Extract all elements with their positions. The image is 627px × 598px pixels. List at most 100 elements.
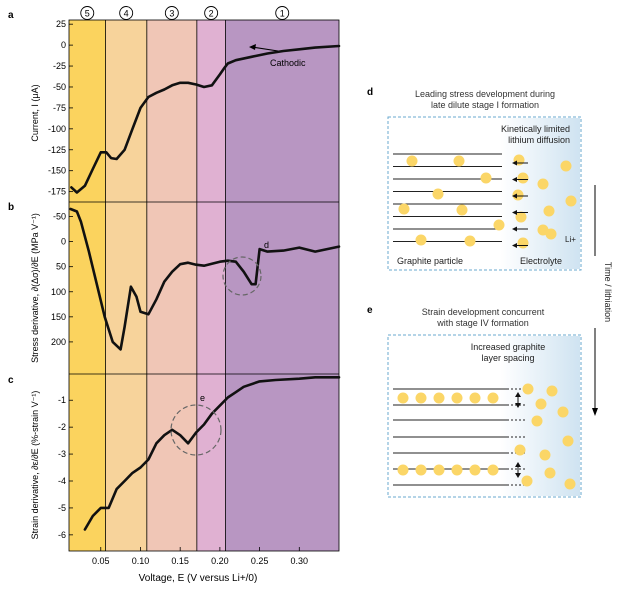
lithium-ion-d <box>415 234 427 246</box>
panel-label-b: b <box>8 202 14 213</box>
annotation-e: e <box>200 393 205 403</box>
lithium-ion-e <box>539 449 551 461</box>
schematic-e-graphite-layers <box>393 388 525 486</box>
schematic-d-title-line1: Leading stress development during <box>415 89 555 99</box>
schematic-e-inner-line2: layer spacing <box>481 353 534 363</box>
lithium-ion-e <box>433 392 445 404</box>
lithium-ion-d <box>398 203 410 215</box>
xtick-label: 0.20 <box>211 556 229 566</box>
schematic-d: d Leading stress development during late… <box>367 87 582 271</box>
voltage-region-bands <box>69 20 339 551</box>
schematic-e-title-line2: with stage IV formation <box>436 318 529 328</box>
diffusion-arrowhead-d <box>512 226 517 232</box>
region-number-5: 1 <box>280 9 285 19</box>
region-band-3 <box>146 20 197 551</box>
schematic-e-lithium-ions <box>397 383 576 490</box>
lithium-ion-d <box>512 189 524 201</box>
panel-label-d: d <box>367 87 373 98</box>
time-label-backing <box>588 256 602 328</box>
ytick-label-b: 200 <box>51 337 66 347</box>
lithium-ion-e <box>433 464 445 476</box>
lithium-ion-e <box>451 392 463 404</box>
schematic-d-li-label: Li+ <box>565 235 576 244</box>
ytick-label-a: 25 <box>56 19 66 29</box>
time-arrow-head <box>592 408 598 416</box>
region-band-4 <box>196 20 226 551</box>
xtick-label: 0.10 <box>132 556 150 566</box>
curve-panel-b <box>69 207 341 351</box>
lithium-ion-d <box>432 188 444 200</box>
region-number-3: 3 <box>169 9 174 19</box>
schematic-e-title-line1: Strain development concurrent <box>422 307 545 317</box>
spacing-arrowhead-up <box>515 392 521 397</box>
schematic-e-inner-line1: Increased graphite <box>471 342 546 352</box>
lithium-ion-d <box>493 219 505 231</box>
annotation-cathodic: Cathodic <box>270 58 306 68</box>
region-number-2: 4 <box>124 9 129 19</box>
spacing-arrowhead-down <box>515 403 521 408</box>
ytick-label-a: -25 <box>53 61 66 71</box>
lithium-ion-d <box>537 178 549 190</box>
lithium-ion-d <box>560 160 572 172</box>
lithium-ion-e <box>562 435 574 447</box>
lithium-ion-d <box>517 237 529 249</box>
ytick-label-a: -175 <box>48 187 66 197</box>
schematic-d-electrolyte-label: Electrolyte <box>520 256 562 266</box>
plot-outline <box>68 19 340 552</box>
lithium-ion-d <box>565 195 577 207</box>
region-circle-2 <box>119 6 134 20</box>
region-band-1 <box>69 20 106 551</box>
schematic-d-lithium-ions <box>398 154 577 249</box>
ytick-label-c: -2 <box>58 422 66 432</box>
lithium-ion-e <box>557 406 569 418</box>
region-circle-1 <box>80 6 95 20</box>
y-axis-title-b: Stress derivative, ∂(Δσ)/∂E (MPa V⁻¹) <box>30 213 40 363</box>
ytick-label-a: -50 <box>53 82 66 92</box>
panel-label-e: e <box>367 305 373 316</box>
schematic-d-inner-line1: Kinetically limited <box>501 124 570 134</box>
schematic-e: e Strain development concurrent with sta… <box>367 305 582 498</box>
y-axis-title-c: Strain derivative, ∂ε/∂E (%-strain V⁻¹) <box>30 391 40 540</box>
panel-label-c: c <box>8 375 14 386</box>
lithium-ion-e <box>546 385 558 397</box>
lithium-ion-e <box>397 392 409 404</box>
ytick-label-b: 50 <box>56 262 66 272</box>
axes: 25 0 -25 -50 -75 -100 -125 -150 -175 -50 0 50 100 150… <box>48 19 308 566</box>
schematic-d-title-line2: late dilute stage I formation <box>431 100 539 110</box>
ytick-label-a: -100 <box>48 124 66 134</box>
diffusion-arrowhead-d <box>512 210 517 215</box>
diffusion-arrowhead-d <box>512 177 517 182</box>
cathodic-arrow-head <box>249 44 256 50</box>
region-circle-5 <box>275 6 290 20</box>
lithium-ion-e <box>451 464 463 476</box>
lithium-ion-e <box>487 392 499 404</box>
region-number-circles: 5 4 3 2 1 <box>80 6 290 20</box>
ytick-label-b: 150 <box>51 312 66 322</box>
cathodic-arrow-line <box>251 46 279 52</box>
region-circle-4 <box>204 6 219 20</box>
ytick-label-a: -125 <box>48 145 66 155</box>
lithium-ion-d <box>456 204 468 216</box>
schematic-e-spacing-arrows <box>515 392 521 478</box>
region-band-5 <box>225 20 339 551</box>
ytick-label-c: -5 <box>58 503 66 513</box>
lithium-ion-e <box>415 464 427 476</box>
lithium-ion-d <box>464 235 476 247</box>
lithium-ion-e <box>487 464 499 476</box>
lithium-ion-e <box>564 478 576 490</box>
lithium-ion-e <box>469 392 481 404</box>
lithium-ion-d <box>543 205 555 217</box>
region-number-4: 2 <box>209 9 214 19</box>
ytick-label-b: 0 <box>61 237 66 247</box>
lithium-ion-e <box>415 392 427 404</box>
lithium-ion-e <box>521 475 533 487</box>
panel-frames <box>68 19 340 552</box>
curve-panel-c <box>83 376 341 531</box>
region-band-2 <box>105 20 147 551</box>
ytick-label-a: 0 <box>61 40 66 50</box>
lithium-ion-e <box>531 415 543 427</box>
y-axis-title-a: Current, I (μA) <box>30 84 40 141</box>
lithium-ion-e <box>397 464 409 476</box>
ytick-label-c: -1 <box>58 395 66 405</box>
